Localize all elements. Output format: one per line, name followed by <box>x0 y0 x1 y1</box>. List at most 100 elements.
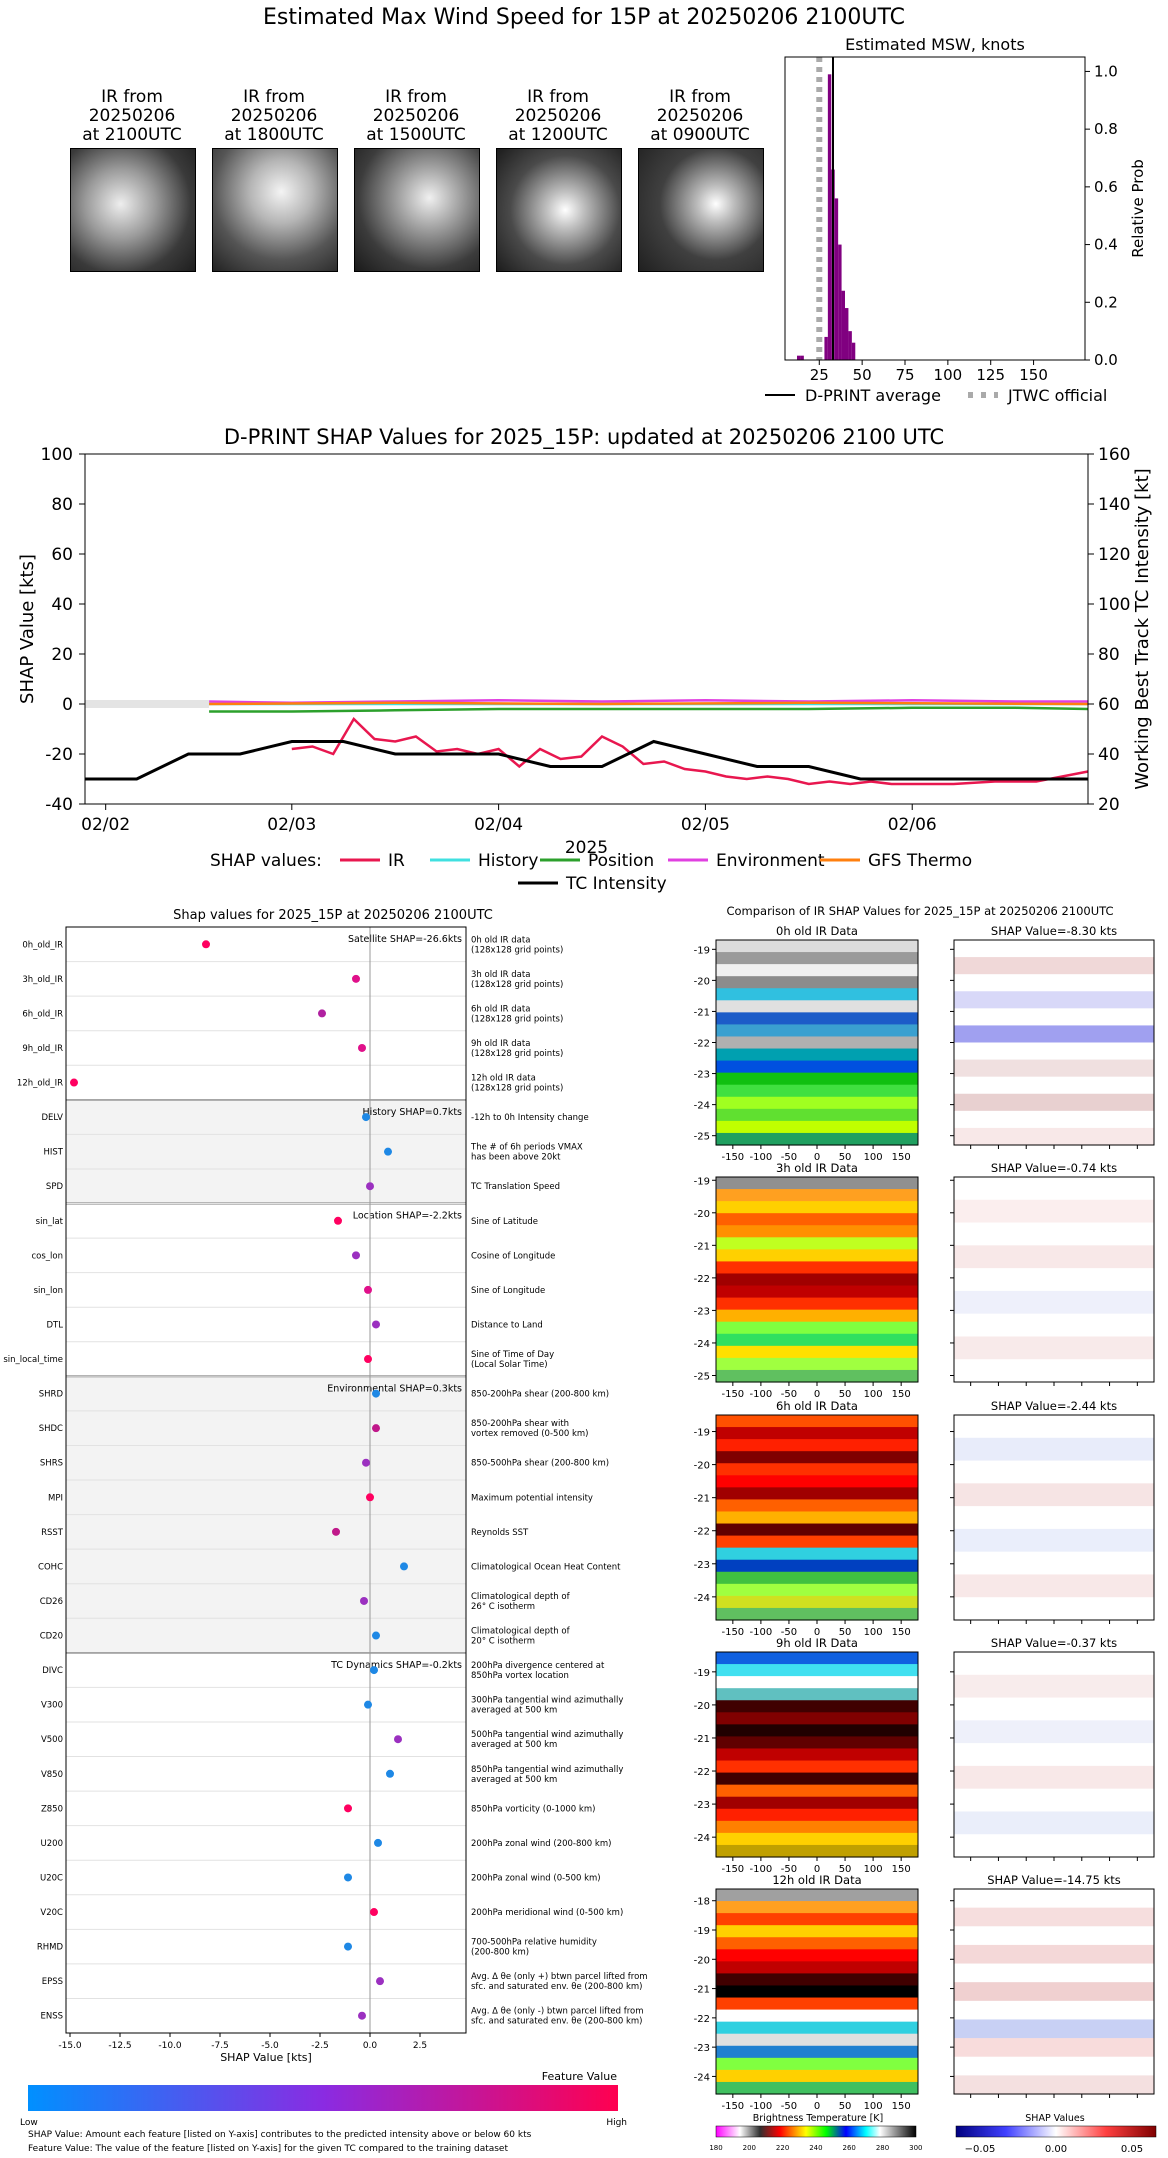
legend-label: D-PRINT average <box>805 386 941 405</box>
colorbar-tick-label: 280 <box>876 2144 889 2152</box>
shap-panel-title: SHAP Value=-2.44 kts <box>991 1399 1117 1413</box>
feature-description: 850hPa vorticity (0-1000 km) <box>471 1804 595 1814</box>
x-tick-label: -150 <box>721 2101 744 2112</box>
feature-point <box>352 1251 360 1260</box>
feature-description: Avg. Δ θe (only +) btwn parcel lifted fr… <box>471 1972 648 1982</box>
y-tick-label: -25 <box>694 1371 710 1382</box>
x-tick-label: 0 <box>814 1627 820 1638</box>
x-axis-label: SHAP Value [kts] <box>220 2051 312 2064</box>
ir-band <box>716 1925 918 1938</box>
ir-band <box>716 1997 918 2011</box>
ir-band <box>716 1499 918 1513</box>
thumbnail-caption: IR from 20250206 at 0900UTC <box>637 88 763 145</box>
brightness-temperature-colorbar <box>715 2125 917 2138</box>
shap-band <box>954 991 1154 1009</box>
feature-point <box>344 1873 352 1882</box>
feature-point <box>364 1355 372 1364</box>
shap-band <box>954 2056 1154 2076</box>
shap-band <box>954 1437 1154 1462</box>
x-tick-label: -100 <box>750 1152 773 1163</box>
shap-band <box>954 1268 1154 1292</box>
histogram-bar <box>834 198 839 360</box>
feature-description: averaged at 500 km <box>471 1775 557 1785</box>
shap-band <box>954 1313 1154 1338</box>
x-tick-label: 125 <box>976 366 1005 384</box>
ir-band <box>716 1060 918 1074</box>
shap-band <box>954 1008 1154 1027</box>
x-tick-label: -5.0 <box>261 2041 279 2051</box>
x-tick-label: 75 <box>895 366 914 384</box>
y-tick-label: 0.4 <box>1094 236 1118 254</box>
feature-name: COHC <box>38 1562 63 1572</box>
shap-band <box>954 1834 1154 1858</box>
x-tick-label: -15.0 <box>58 2041 82 2051</box>
ir-band <box>716 1177 918 1190</box>
thumbnail-caption-line: IR from <box>243 87 305 107</box>
ir-band <box>716 1285 918 1299</box>
group-shap-label: History SHAP=0.7kts <box>363 1107 463 1118</box>
ir-band <box>716 1511 918 1525</box>
shap-band <box>954 1944 1154 1965</box>
legend-label: GFS Thermo <box>868 851 972 871</box>
colorbar-tick-label: −0.05 <box>965 2144 996 2155</box>
group-shap-label: Environmental SHAP=0.3kts <box>327 1383 462 1394</box>
y-tick-label: -19 <box>694 1176 710 1187</box>
ir-band <box>716 964 918 977</box>
ir-band <box>716 1189 918 1202</box>
thumbnail-caption-line: 20250206 <box>372 106 460 126</box>
y-tick-label: 40 <box>51 595 73 615</box>
x-tick-label: 100 <box>934 366 963 384</box>
ir-band <box>716 952 918 965</box>
x-tick-label: 0 <box>814 1389 820 1400</box>
ir-panel-title: 6h old IR Data <box>776 1399 858 1413</box>
shap-band <box>954 1907 1154 1927</box>
y-tick-label: -21 <box>694 1007 710 1018</box>
feature-name: 12h_old_IR <box>17 1079 63 1089</box>
x-tick-label: -150 <box>721 1627 744 1638</box>
feature-name: SPD <box>46 1182 64 1192</box>
x-tick-label: 150 <box>892 1864 911 1875</box>
feature-name: 9h_old_IR <box>22 1044 63 1054</box>
colorbar-title: Brightness Temperature [K] <box>753 2113 883 2124</box>
feature-name: 0h_old_IR <box>22 940 63 950</box>
ir-band <box>716 1784 918 1798</box>
feature-point <box>372 1424 380 1433</box>
ir-band <box>716 1901 918 1914</box>
feature-point <box>400 1562 408 1571</box>
ir-satellite-thumbnail <box>638 148 764 272</box>
histogram-bar <box>827 74 832 361</box>
feature-name: sin_local_time <box>3 1355 63 1365</box>
colorbar-high-label: High <box>606 2118 627 2128</box>
ir-band <box>716 1583 918 1597</box>
feature-point <box>376 1977 384 1986</box>
shap-band <box>954 1290 1154 1315</box>
ir-band <box>716 1345 918 1359</box>
feature-point <box>70 1078 78 1087</box>
x-tick-label: 100 <box>864 1627 883 1638</box>
feature-name: DELV <box>41 1113 63 1123</box>
x-tick-label: 150 <box>892 1389 911 1400</box>
feature-description: sfc. and saturated env. θe (200-800 km) <box>471 1982 643 1992</box>
thumbnail-caption-line: IR from <box>527 87 589 107</box>
ir-band <box>716 1439 918 1452</box>
ir-band <box>716 1273 918 1287</box>
shap-band <box>954 2019 1154 2039</box>
y-tick-label: -19 <box>694 1428 710 1439</box>
x-tick-label: 100 <box>864 2101 883 2112</box>
x-tick-label: -50 <box>781 2101 797 2112</box>
x-tick-label: -150 <box>721 1864 744 1875</box>
thumbnail-caption-line: 20250206 <box>656 106 744 126</box>
feature-name: SHRS <box>40 1459 63 1469</box>
feature-description: 3h old IR data <box>471 970 530 980</box>
feature-description: 200hPa meridional wind (0-500 km) <box>471 1908 623 1918</box>
y-tick-label: 0.0 <box>1094 351 1118 369</box>
feature-description: 200hPa divergence centered at <box>471 1661 605 1671</box>
shap-band <box>954 2075 1154 2095</box>
feature-name: CD20 <box>40 1632 63 1642</box>
x-tick-label: 02/05 <box>681 815 730 835</box>
y-tick-label: -19 <box>694 945 710 956</box>
y-tick-label: 60 <box>51 545 73 565</box>
y-tick-label: -40 <box>45 795 73 815</box>
plot-frame <box>65 926 467 2034</box>
zero-band <box>85 700 210 708</box>
